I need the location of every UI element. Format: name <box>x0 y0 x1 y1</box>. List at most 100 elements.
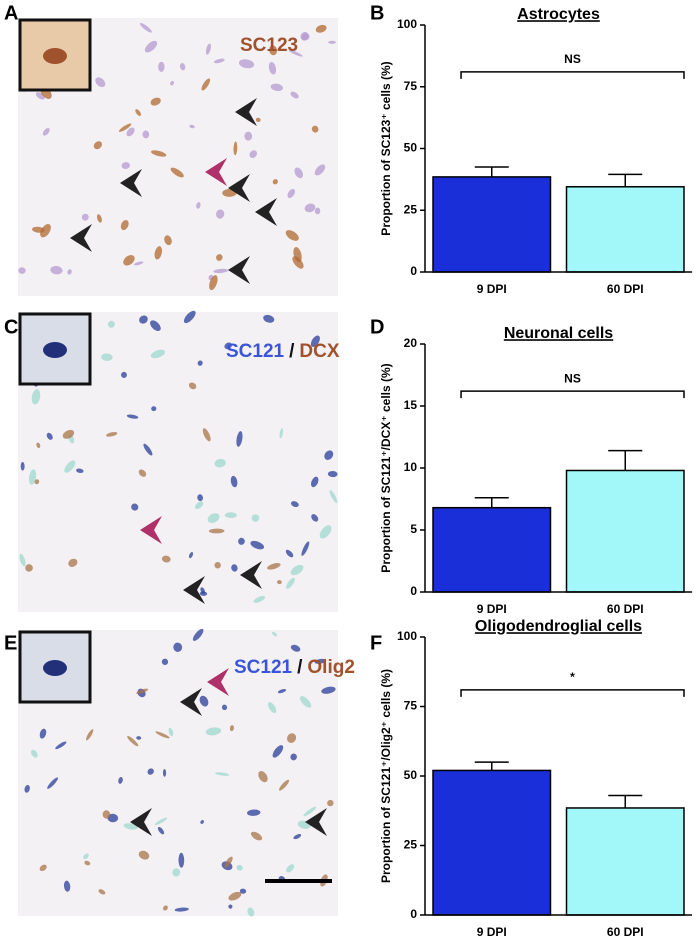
cell <box>158 61 165 72</box>
cell <box>214 458 226 468</box>
cell <box>63 880 71 892</box>
cell <box>285 230 299 241</box>
cell <box>270 83 284 92</box>
arrowhead <box>180 688 202 716</box>
cell <box>39 864 47 872</box>
cell <box>327 471 338 478</box>
arrowhead <box>255 198 277 226</box>
cell <box>253 595 266 603</box>
cell <box>285 549 294 558</box>
cell <box>67 269 72 275</box>
cell <box>138 850 150 860</box>
y-tick-label: 50 <box>404 768 418 782</box>
significance-bracket <box>460 71 685 79</box>
cell <box>127 735 139 747</box>
cell <box>123 823 138 830</box>
cell <box>250 831 263 841</box>
significance-label: * <box>570 670 575 684</box>
bar <box>432 769 552 916</box>
label-part: DCX <box>299 341 339 362</box>
cell <box>269 45 278 56</box>
inset-cell <box>43 342 67 358</box>
cell <box>154 246 163 260</box>
cell <box>86 729 94 741</box>
cell <box>170 167 184 178</box>
x-tick-label: 60 DPI <box>607 282 644 296</box>
cell <box>267 563 281 570</box>
cell <box>279 428 284 439</box>
cell <box>321 686 336 694</box>
bar <box>565 807 685 916</box>
y-axis-label: Proportion of SC121⁺/DCX⁺ cells (%) <box>379 363 393 572</box>
cell <box>200 820 204 824</box>
inset-cell <box>43 48 67 64</box>
x-tick-label: 60 DPI <box>607 602 644 616</box>
cell <box>300 31 309 41</box>
panel-letter: E <box>4 632 17 654</box>
cell <box>228 891 242 901</box>
cell <box>263 314 275 323</box>
chart-title: Oligodendroglial cells <box>475 618 642 635</box>
cell <box>287 188 296 199</box>
cell <box>121 371 127 378</box>
cell <box>150 320 161 332</box>
y-tick-label: 15 <box>404 398 418 412</box>
cell <box>131 503 139 511</box>
cell <box>205 43 211 55</box>
cell <box>311 514 319 522</box>
y-tick-label: 5 <box>410 522 417 536</box>
cell <box>236 431 243 447</box>
cell <box>183 310 196 324</box>
label-part: / <box>289 341 295 362</box>
cell <box>138 469 147 477</box>
cell <box>155 731 170 739</box>
arrowhead <box>70 224 92 252</box>
image-label: SC123 <box>240 35 298 56</box>
cell <box>310 335 320 347</box>
cell <box>208 528 225 534</box>
cell <box>272 179 278 185</box>
cell <box>163 905 168 911</box>
significance-bracket <box>460 689 685 697</box>
cell <box>118 123 132 132</box>
cell <box>229 725 234 732</box>
cell <box>170 81 174 86</box>
cell <box>255 117 261 123</box>
cell <box>157 826 165 835</box>
cell <box>83 853 89 860</box>
cell <box>39 728 47 739</box>
cell <box>224 342 232 350</box>
arrowhead <box>235 98 257 126</box>
cell <box>34 479 40 485</box>
cell <box>19 553 26 567</box>
cell <box>133 261 144 266</box>
cell <box>197 360 203 366</box>
cell <box>101 353 113 361</box>
arrowhead <box>228 256 250 284</box>
panel-letter: D <box>370 316 384 338</box>
cell <box>136 688 149 694</box>
cell <box>238 537 245 545</box>
cell <box>200 587 205 594</box>
cell <box>150 349 166 359</box>
cell <box>35 92 45 100</box>
cell <box>279 779 290 791</box>
cell <box>55 741 67 750</box>
cell <box>136 736 142 740</box>
y-axis-label: Proportion of SC121⁺/Olig2⁺ cells (%) <box>379 669 393 883</box>
cell <box>303 806 317 817</box>
panel-letter: B <box>370 2 384 24</box>
cell <box>154 817 168 826</box>
y-tick-label: 50 <box>404 141 418 155</box>
cell <box>233 141 238 156</box>
cell <box>207 513 220 523</box>
cell <box>31 389 41 405</box>
cell <box>250 540 265 550</box>
arrowhead <box>205 158 227 186</box>
cell <box>25 564 33 572</box>
cell <box>102 810 111 819</box>
y-tick-label: 0 <box>410 584 417 598</box>
cell <box>144 40 158 53</box>
cell <box>42 128 50 136</box>
y-tick-label: 0 <box>410 264 417 278</box>
